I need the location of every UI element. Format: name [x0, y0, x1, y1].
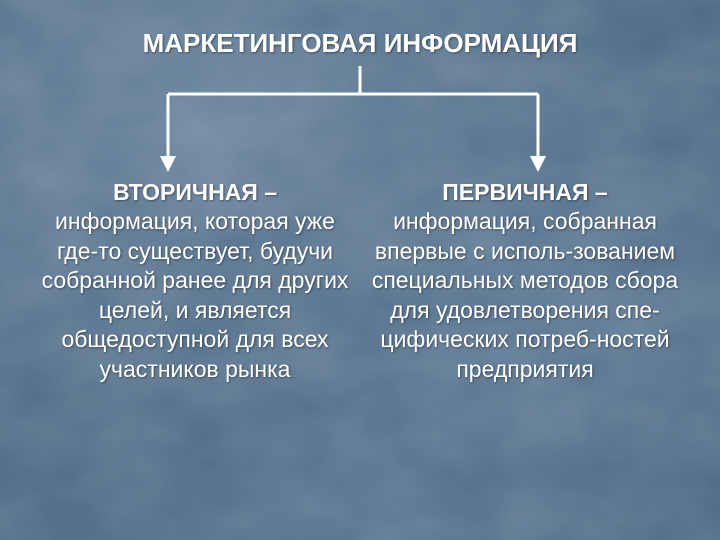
- columns: ВТОРИЧНАЯ – информация, которая уже где-…: [40, 178, 680, 384]
- left-body: информация, которая уже где-то существуе…: [42, 208, 349, 381]
- fork-diagram: [0, 62, 720, 182]
- left-heading: ВТОРИЧНАЯ –: [113, 179, 277, 205]
- right-column: ПЕРВИЧНАЯ – информация, собранная впервы…: [370, 178, 680, 384]
- left-column: ВТОРИЧНАЯ – информация, которая уже где-…: [40, 178, 350, 384]
- slide-content: МАРКЕТИНГОВАЯ ИНФОРМАЦИЯ ВТОРИЧНАЯ – инф…: [0, 0, 720, 540]
- right-heading: ПЕРВИЧНАЯ –: [442, 179, 607, 205]
- right-body: информация, собранная впервые с исполь-з…: [372, 208, 678, 381]
- slide-title: МАРКЕТИНГОВАЯ ИНФОРМАЦИЯ: [0, 28, 720, 59]
